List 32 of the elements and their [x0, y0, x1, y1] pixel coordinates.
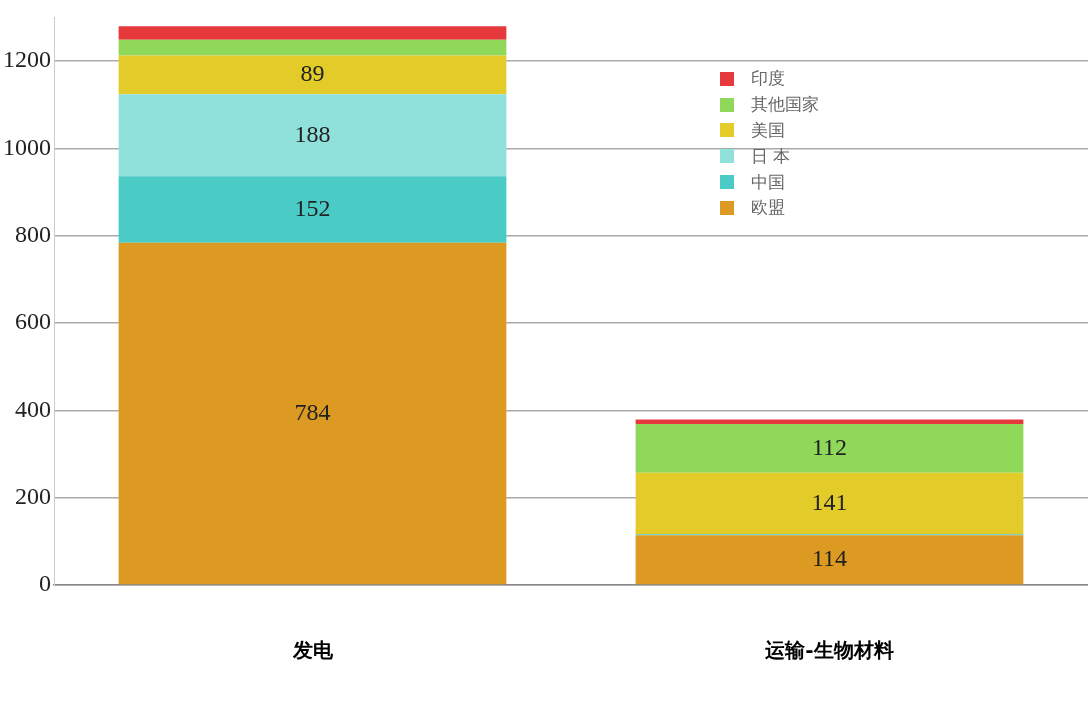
bar — [118, 26, 507, 40]
data-label: 152 — [294, 194, 331, 221]
bar — [118, 176, 507, 243]
y-tick-label: 1000 — [3, 133, 51, 160]
legend-label: 其他国家 — [751, 93, 819, 117]
y-tick-label: 200 — [15, 482, 51, 509]
y-tick-label: 1200 — [3, 46, 51, 73]
legend-label: 中国 — [751, 170, 785, 194]
legend-label: 欧盟 — [751, 196, 785, 220]
y-tick-label: 0 — [39, 570, 51, 597]
data-label: 114 — [811, 545, 848, 572]
bar — [118, 55, 507, 95]
y-tick-label: 800 — [15, 221, 51, 247]
bar — [118, 242, 507, 585]
y-tick-label: 400 — [15, 395, 51, 422]
legend-label: 美国 — [751, 119, 785, 142]
data-label: 141 — [811, 488, 848, 515]
data-label: 112 — [811, 433, 848, 460]
data-label: 784 — [294, 398, 331, 425]
bar — [635, 472, 1024, 535]
legend-label: 日 本 — [751, 144, 791, 168]
bar — [635, 419, 1024, 424]
x-tick-label: 运输-生物材料 — [764, 638, 894, 663]
data-label: 188 — [294, 120, 331, 147]
x-tick-label: 发电 — [291, 638, 334, 663]
bar — [118, 94, 507, 177]
legend-label: 印度 — [751, 67, 785, 91]
bar — [635, 423, 1024, 473]
bar — [118, 39, 507, 56]
data-label: 89 — [300, 60, 325, 87]
y-tick-label: 600 — [15, 308, 51, 335]
bar — [635, 535, 1024, 585]
